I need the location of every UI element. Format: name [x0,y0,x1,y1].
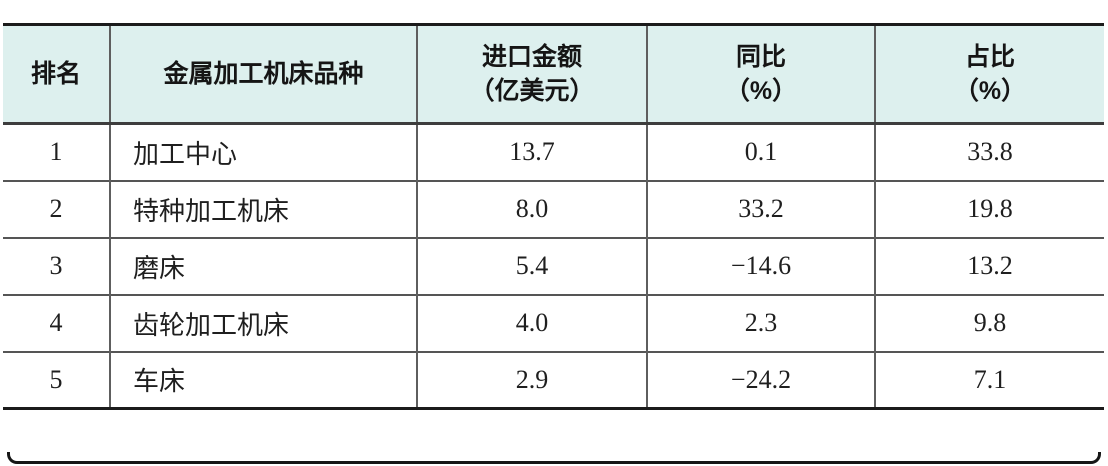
col-header-yoy: 同比 （%） [646,24,875,125]
table-header: 排名 金属加工机床品种 进口金额 （亿美元） 同比 （%） 占比 （%） [3,24,1104,125]
cell-category: 特种加工机床 [109,179,417,238]
cell-share: 7.1 [874,350,1104,409]
table-row: 3 磨床 5.4 −14.6 13.2 [3,236,1104,295]
cell-share: 9.8 [874,293,1104,352]
cell-share: 33.8 [874,123,1104,181]
col-header-share-unit: （%） [953,77,1027,105]
header-row: 排名 金属加工机床品种 进口金额 （亿美元） 同比 （%） 占比 （%） [3,24,1104,125]
cell-category: 齿轮加工机床 [109,293,417,352]
table-row: 1 加工中心 13.7 0.1 33.8 [3,123,1104,181]
cell-import-amount: 8.0 [416,179,647,238]
col-header-category: 金属加工机床品种 [109,24,417,125]
machine-tool-import-table: 排名 金属加工机床品种 进口金额 （亿美元） 同比 （%） 占比 （%） [3,23,1104,410]
cell-rank: 5 [3,350,110,409]
col-header-share: 占比 （%） [874,24,1104,125]
cell-share: 13.2 [874,236,1104,295]
table-row: 2 特种加工机床 8.0 33.2 19.8 [3,179,1104,238]
cell-rank: 2 [3,179,110,238]
col-header-yoy-label: 同比 [735,43,786,71]
table-body: 1 加工中心 13.7 0.1 33.8 2 特种加工机床 8.0 33.2 1… [3,123,1104,409]
col-header-rank: 排名 [3,24,110,125]
cell-rank: 3 [3,236,110,295]
col-header-share-label: 占比 [964,43,1015,71]
cell-import-amount: 13.7 [416,123,647,181]
cell-yoy: −24.2 [646,350,875,409]
cell-share: 19.8 [874,179,1104,238]
cell-category: 磨床 [109,236,417,295]
card-bottom-border [7,452,1101,464]
col-header-import-amount-unit: （亿美元） [469,77,595,105]
table-row: 5 车床 2.9 −24.2 7.1 [3,350,1104,409]
col-header-yoy-unit: （%） [724,77,798,105]
table-row: 4 齿轮加工机床 4.0 2.3 9.8 [3,293,1104,352]
col-header-rank-label: 排名 [30,60,81,88]
cell-import-amount: 2.9 [416,350,647,409]
cell-import-amount: 5.4 [416,236,647,295]
cell-category: 车床 [109,350,417,409]
col-header-import-amount-label: 进口金额 [481,43,582,71]
cell-yoy: 0.1 [646,123,875,181]
col-header-import-amount: 进口金额 （亿美元） [416,24,647,125]
machine-tool-import-table-wrap: 排名 金属加工机床品种 进口金额 （亿美元） 同比 （%） 占比 （%） [3,23,1104,410]
cell-category: 加工中心 [109,123,417,181]
col-header-category-label: 金属加工机床品种 [163,60,364,88]
cell-rank: 1 [49,137,63,167]
cell-yoy: 33.2 [646,179,875,238]
cell-yoy: −14.6 [646,236,875,295]
cell-yoy: 2.3 [646,293,875,352]
cell-import-amount: 4.0 [416,293,647,352]
cell-rank: 4 [3,293,110,352]
